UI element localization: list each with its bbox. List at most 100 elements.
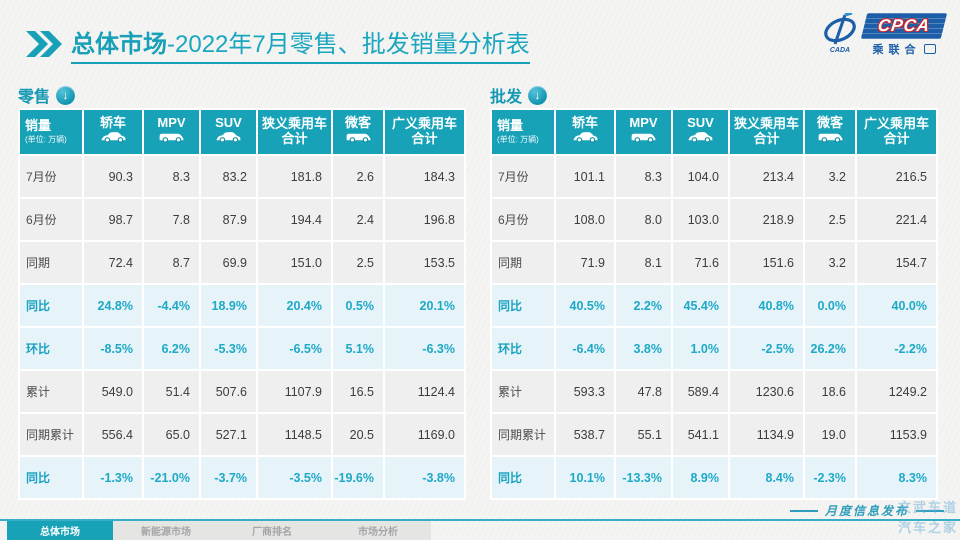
cell-value: 18.9% xyxy=(201,285,256,326)
row-label: 6月份 xyxy=(20,199,82,240)
row-label: 同期累计 xyxy=(492,414,554,455)
cell-value: 101.1 xyxy=(556,156,614,197)
cell-value: 26.2% xyxy=(805,328,855,369)
column-header: 狭义乘用车 合计 xyxy=(258,110,331,154)
row-label: 6月份 xyxy=(492,199,554,240)
cell-value: 151.6 xyxy=(730,242,803,283)
cell-value: 527.1 xyxy=(201,414,256,455)
cell-value: 184.3 xyxy=(385,156,464,197)
cell-value: 8.7 xyxy=(144,242,199,283)
title-secondary: -2022年7月零售、批发销量分析表 xyxy=(167,31,530,58)
cell-value: -19.6% xyxy=(333,457,383,498)
column-header: 狭义乘用车 合计 xyxy=(730,110,803,154)
cell-value: 2.6 xyxy=(333,156,383,197)
column-header: 广义乘用车 合计 xyxy=(385,110,464,154)
cell-value: 20.4% xyxy=(258,285,331,326)
cell-value: 40.8% xyxy=(730,285,803,326)
cell-value: -1.3% xyxy=(84,457,142,498)
footer-tab-3[interactable]: 厂商排名 xyxy=(219,521,325,540)
row-label: 同比 xyxy=(492,285,554,326)
release-note: 月度信息发布 xyxy=(790,502,945,519)
cada-label: CADA xyxy=(829,47,851,54)
row-label: 同期 xyxy=(20,242,82,283)
arrow-down-circle-icon: ↓ xyxy=(56,85,76,105)
cell-value: 218.9 xyxy=(730,199,803,240)
cell-value: 549.0 xyxy=(84,371,142,412)
cell-value: 47.8 xyxy=(616,371,671,412)
title-primary: 总体市场 xyxy=(71,31,167,58)
table-row: 同比 10.1% -13.3% 8.9% 8.4% -2.3% 8.3% xyxy=(492,457,936,498)
cell-value: 194.4 xyxy=(258,199,331,240)
cell-value: 2.5 xyxy=(805,199,855,240)
dash-decoration xyxy=(916,509,945,512)
cell-value: 8.0 xyxy=(616,199,671,240)
row-label: 累计 xyxy=(20,371,82,412)
suv-icon xyxy=(688,132,713,144)
double-chevron-icon xyxy=(26,31,62,57)
column-header: 销量 (单位: 万辆) xyxy=(492,110,554,154)
cell-value: 1107.9 xyxy=(258,371,331,412)
cell-value: -2.5% xyxy=(730,328,803,369)
cell-value: 507.6 xyxy=(201,371,256,412)
cell-value: 1148.5 xyxy=(258,414,331,455)
header-row: 销量 (单位: 万辆) 轿车 MPV SUV 狭义乘用车 合计 微客 广义乘用车 合计 xyxy=(20,110,464,154)
table-row: 6月份 98.7 7.8 87.9 194.4 2.4 196.8 xyxy=(20,199,464,240)
cell-value: 40.5% xyxy=(556,285,614,326)
cell-value: 98.7 xyxy=(84,199,142,240)
cell-value: 10.1% xyxy=(556,457,614,498)
retail-table-holder: 销量 (单位: 万辆) 轿车 MPV SUV 狭义乘用车 合计 微客 广义乘用车 合计 7月份 90.… xyxy=(18,108,466,500)
cell-value: 104.0 xyxy=(673,156,728,197)
wholesale-table-holder: 销量 (单位: 万辆) 轿车 MPV SUV 狭义乘用车 合计 微客 广义乘用车 合计 7月份 101… xyxy=(490,108,938,500)
table-row: 累计 549.0 51.4 507.6 1107.9 16.5 1124.4 xyxy=(20,371,464,412)
cell-value: 196.8 xyxy=(385,199,464,240)
table-row: 同期累计 538.7 55.1 541.1 1134.9 19.0 1153.9 xyxy=(492,414,936,455)
cell-value: -3.5% xyxy=(258,457,331,498)
cell-value: 51.4 xyxy=(144,371,199,412)
cell-value: 181.8 xyxy=(258,156,331,197)
retail-label: 零售 xyxy=(18,89,51,106)
cell-value: 2.5 xyxy=(333,242,383,283)
dash-decoration xyxy=(790,509,818,512)
cell-value: 8.3 xyxy=(616,156,671,197)
column-header: 微客 xyxy=(333,110,383,154)
mpv-icon xyxy=(631,134,656,144)
column-header: 轿车 xyxy=(84,110,142,154)
cada-swoosh-icon xyxy=(824,13,856,45)
sedan-icon xyxy=(573,132,597,144)
cell-value: 20.1% xyxy=(385,285,464,326)
cell-value: 65.0 xyxy=(144,414,199,455)
cell-value: 556.4 xyxy=(84,414,142,455)
suv-icon xyxy=(216,132,241,144)
footer-tab-1[interactable]: 总体市场 xyxy=(7,521,113,540)
cell-value: 7.8 xyxy=(144,199,199,240)
column-header: MPV xyxy=(616,110,671,154)
column-header: MPV xyxy=(144,110,199,154)
table-row: 环比 -8.5% 6.2% -5.3% -6.5% 5.1% -6.3% xyxy=(20,328,464,369)
cell-value: 20.5 xyxy=(333,414,383,455)
table-row: 7月份 90.3 8.3 83.2 181.8 2.6 184.3 xyxy=(20,156,464,197)
cell-value: 108.0 xyxy=(556,199,614,240)
cell-value: 8.1 xyxy=(616,242,671,283)
table-row: 同期 72.4 8.7 69.9 151.0 2.5 153.5 xyxy=(20,242,464,283)
cell-value: 83.2 xyxy=(201,156,256,197)
cell-value: 8.3% xyxy=(857,457,936,498)
cell-value: -6.3% xyxy=(385,328,464,369)
cell-value: 24.8% xyxy=(84,285,142,326)
cell-value: 8.9% xyxy=(673,457,728,498)
cell-value: 153.5 xyxy=(385,242,464,283)
row-label: 同比 xyxy=(492,457,554,498)
cell-value: 2.2% xyxy=(616,285,671,326)
table-row: 同比 -1.3% -21.0% -3.7% -3.5% -19.6% -3.8% xyxy=(20,457,464,498)
column-header: SUV xyxy=(201,110,256,154)
table-row: 累计 593.3 47.8 589.4 1230.6 18.6 1249.2 xyxy=(492,371,936,412)
cell-value: 1169.0 xyxy=(385,414,464,455)
footer-tab-4[interactable]: 市场分析 xyxy=(325,521,431,540)
cpca-cn-name: 乘联合 xyxy=(872,44,921,56)
cpca-acronym: CPCA xyxy=(876,16,932,35)
cell-value: 3.8% xyxy=(616,328,671,369)
cell-value: 1134.9 xyxy=(730,414,803,455)
cell-value: 3.2 xyxy=(805,156,855,197)
footer-tab-2[interactable]: 新能源市场 xyxy=(113,521,219,540)
minibus-icon xyxy=(818,134,842,144)
cell-value: 6.2% xyxy=(144,328,199,369)
